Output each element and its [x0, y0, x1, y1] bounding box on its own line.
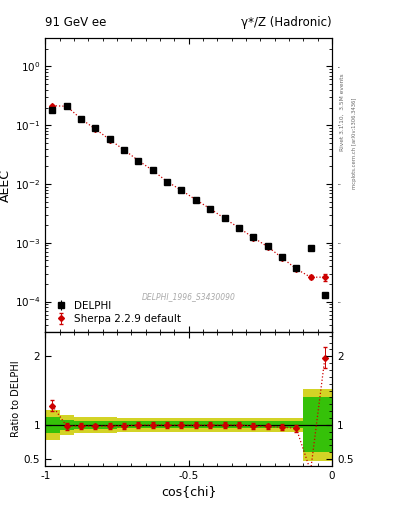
- Text: Rivet 3.1.10,  3.5M events: Rivet 3.1.10, 3.5M events: [340, 74, 345, 152]
- Legend: DELPHI, Sherpa 2.2.9 default: DELPHI, Sherpa 2.2.9 default: [50, 298, 184, 327]
- Text: 91 GeV ee: 91 GeV ee: [45, 16, 107, 29]
- Text: γ*/Z (Hadronic): γ*/Z (Hadronic): [241, 16, 332, 29]
- Text: DELPHI_1996_S3430090: DELPHI_1996_S3430090: [142, 292, 235, 302]
- Y-axis label: Ratio to DELPHI: Ratio to DELPHI: [11, 361, 21, 437]
- Text: mcplots.cern.ch [arXiv:1306.3436]: mcplots.cern.ch [arXiv:1306.3436]: [352, 98, 357, 189]
- Y-axis label: AEEC: AEEC: [0, 169, 12, 202]
- X-axis label: cos{chi}: cos{chi}: [161, 485, 217, 498]
